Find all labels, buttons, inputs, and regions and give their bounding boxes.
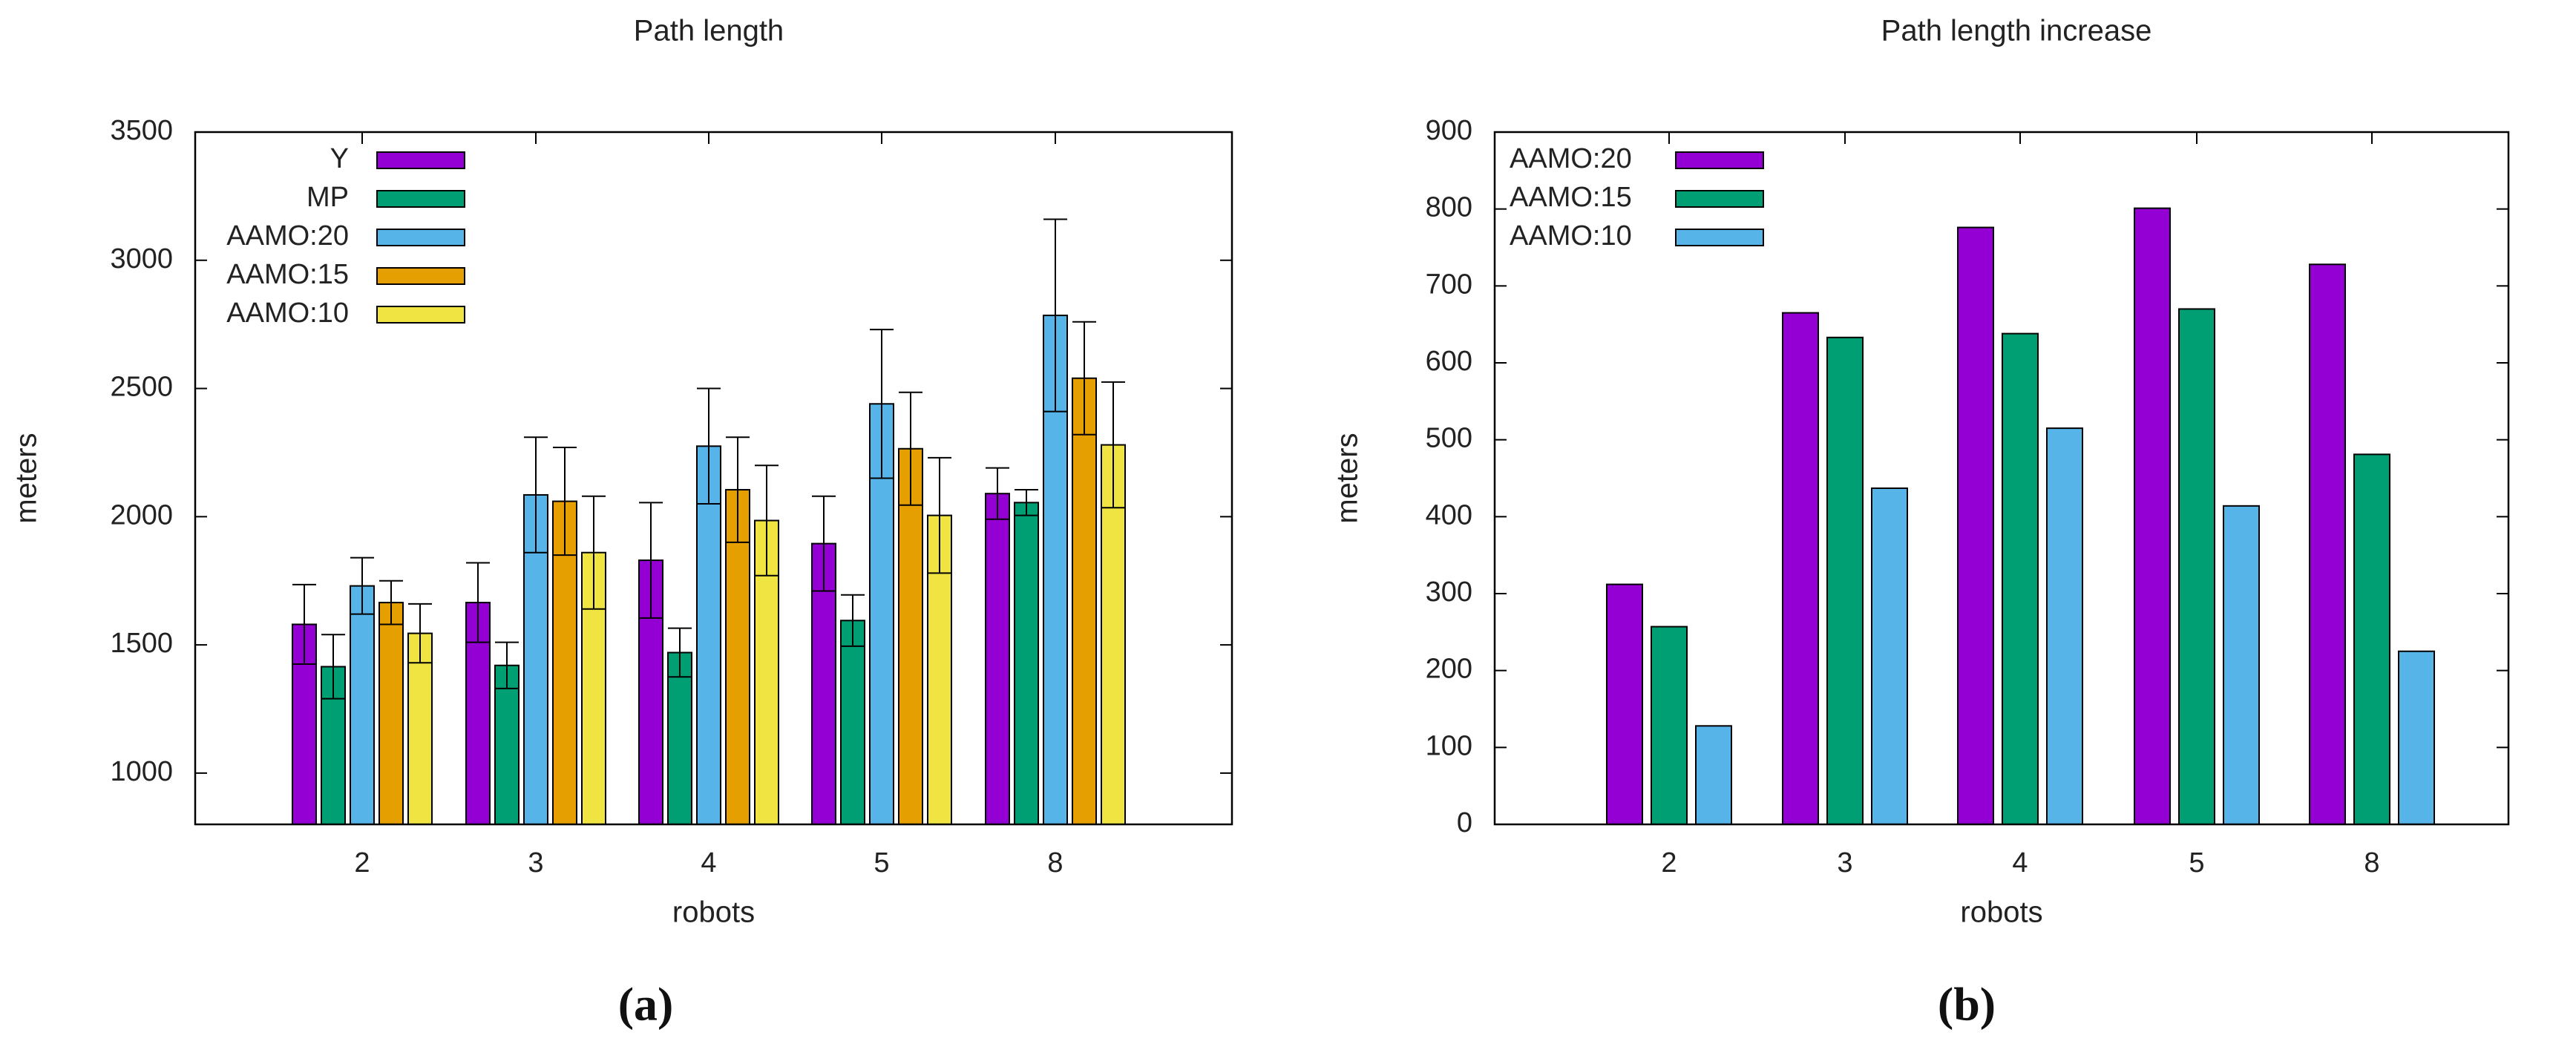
chart1-bar xyxy=(350,585,375,826)
chart1-plot-frame xyxy=(194,131,1233,826)
chart1-bar xyxy=(378,602,404,825)
chart1-legend-label: MP xyxy=(307,182,349,213)
chart1-bar xyxy=(840,620,865,825)
chart2-ytick-label: 600 xyxy=(1426,346,1472,377)
chart1-legend-swatch xyxy=(376,190,465,208)
chart2-legend-swatch xyxy=(1675,190,1764,208)
chart2-xlabel: robots xyxy=(1960,896,2042,929)
chart1-ytick-label: 2000 xyxy=(110,499,173,531)
chart1-ytick-label: 2500 xyxy=(110,372,173,403)
chart2-ytick-label: 700 xyxy=(1426,269,1472,300)
chart2-plot-frame xyxy=(1493,131,2510,826)
chart2-xtick-label: 2 xyxy=(1661,847,1677,879)
chart2-legend-label: AAMO:10 xyxy=(1510,220,1632,252)
chart2-ytick-label: 900 xyxy=(1426,115,1472,146)
chart2-ytick-label: 400 xyxy=(1426,499,1472,531)
chart2-bar xyxy=(1695,725,1732,825)
chart1-xtick-label: 3 xyxy=(528,847,543,879)
chart1-xtick-label: 8 xyxy=(1047,847,1063,879)
chart1-bar xyxy=(985,493,1010,825)
chart2-bar xyxy=(2398,650,2435,825)
chart1-legend-label: Y xyxy=(330,143,349,174)
chart2-bar xyxy=(2178,308,2215,825)
chart2-bar xyxy=(2353,453,2390,825)
chart1-legend-swatch xyxy=(376,151,465,169)
chart2-bar xyxy=(1782,312,1819,826)
chart1-legend-label: AAMO:20 xyxy=(226,220,349,252)
chart2-bar xyxy=(1606,583,1643,825)
chart1-bar xyxy=(1072,377,1097,825)
chart2-ytick-label: 500 xyxy=(1426,423,1472,454)
chart2-legend-swatch xyxy=(1675,229,1764,246)
chart2-bar xyxy=(1826,336,1864,826)
chart1-ytick-label: 1000 xyxy=(110,756,173,787)
chart2-bar xyxy=(1957,226,1994,825)
chart2-ytick-label: 0 xyxy=(1457,807,1472,838)
chart1-bar xyxy=(696,445,721,825)
chart2-bar xyxy=(2309,263,2346,826)
chart1-ytick-label: 3000 xyxy=(110,243,173,275)
chart2-bar xyxy=(2134,207,2171,825)
chart2-title: Path length increase xyxy=(1881,15,2152,47)
chart1-xlabel: robots xyxy=(672,896,755,929)
chart2-bar xyxy=(2223,505,2260,825)
chart1-panel-label: (a) xyxy=(618,978,674,1031)
chart2-xtick-label: 4 xyxy=(2012,847,2028,879)
chart2-legend-label: AAMO:20 xyxy=(1510,143,1632,174)
chart1-bar xyxy=(725,489,750,825)
chart1-bar xyxy=(494,664,520,825)
chart1-bar xyxy=(321,666,346,825)
chart1-bar xyxy=(1014,502,1039,825)
chart1-bar xyxy=(898,447,923,825)
chart2-bar xyxy=(2002,332,2039,825)
chart2-bar xyxy=(1651,626,1688,825)
chart2-bar xyxy=(2046,427,2083,825)
chart2-xtick-label: 5 xyxy=(2189,847,2204,879)
chart1-legend-swatch xyxy=(376,267,465,285)
chart1-ytick-label: 1500 xyxy=(110,628,173,659)
chart1-legend-label: AAMO:10 xyxy=(226,298,349,329)
chart2-legend-swatch xyxy=(1675,151,1764,169)
chart1-legend-swatch xyxy=(376,306,465,324)
chart2-legend-label: AAMO:15 xyxy=(1510,182,1632,213)
chart2-panel-label: (b) xyxy=(1938,978,1996,1031)
chart1-legend-swatch xyxy=(376,229,465,246)
chart2-ytick-label: 300 xyxy=(1426,577,1472,608)
chart2-ylabel: meters xyxy=(1331,433,1364,523)
chart1-ylabel: meters xyxy=(10,433,43,523)
chart2-ytick-label: 200 xyxy=(1426,654,1472,685)
chart2-bar xyxy=(1871,487,1908,826)
chart1-xtick-label: 4 xyxy=(701,847,716,879)
chart1-xtick-label: 5 xyxy=(874,847,889,879)
chart2-xtick-label: 8 xyxy=(2364,847,2379,879)
chart2-ytick-label: 100 xyxy=(1426,730,1472,761)
chart1-bar xyxy=(667,651,692,825)
chart2-ytick-label: 800 xyxy=(1426,192,1472,223)
chart2-xtick-label: 3 xyxy=(1837,847,1852,879)
chart1-xtick-label: 2 xyxy=(354,847,370,879)
chart1-title: Path length xyxy=(634,15,784,47)
chart1-legend-label: AAMO:15 xyxy=(226,259,349,290)
chart1-ytick-label: 3500 xyxy=(110,115,173,146)
